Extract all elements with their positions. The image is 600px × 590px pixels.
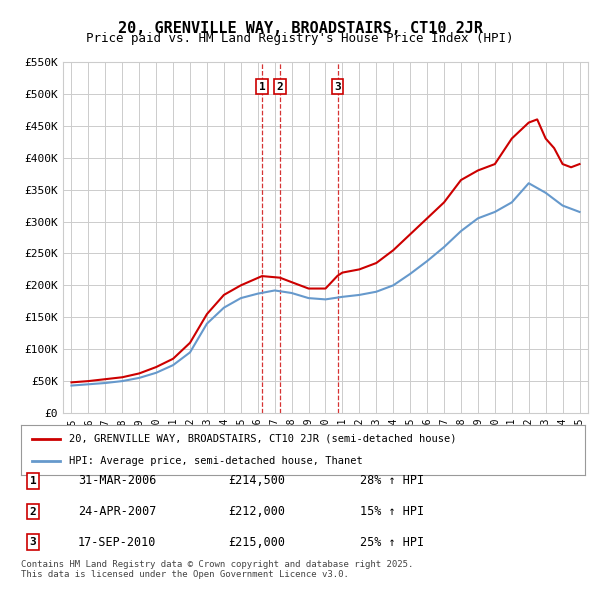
Text: 3: 3 bbox=[29, 537, 37, 547]
Text: 1: 1 bbox=[259, 81, 265, 91]
Text: £212,000: £212,000 bbox=[228, 505, 285, 518]
Text: 28% ↑ HPI: 28% ↑ HPI bbox=[360, 474, 424, 487]
Text: 3: 3 bbox=[334, 81, 341, 91]
Text: 24-APR-2007: 24-APR-2007 bbox=[78, 505, 157, 518]
Text: 2: 2 bbox=[277, 81, 283, 91]
Text: 17-SEP-2010: 17-SEP-2010 bbox=[78, 536, 157, 549]
Text: 1: 1 bbox=[29, 476, 37, 486]
Text: 25% ↑ HPI: 25% ↑ HPI bbox=[360, 536, 424, 549]
Text: 20, GRENVILLE WAY, BROADSTAIRS, CT10 2JR: 20, GRENVILLE WAY, BROADSTAIRS, CT10 2JR bbox=[118, 21, 482, 35]
Text: 31-MAR-2006: 31-MAR-2006 bbox=[78, 474, 157, 487]
Text: Price paid vs. HM Land Registry's House Price Index (HPI): Price paid vs. HM Land Registry's House … bbox=[86, 32, 514, 45]
Text: £214,500: £214,500 bbox=[228, 474, 285, 487]
Text: 20, GRENVILLE WAY, BROADSTAIRS, CT10 2JR (semi-detached house): 20, GRENVILLE WAY, BROADSTAIRS, CT10 2JR… bbox=[69, 434, 457, 444]
Text: 15% ↑ HPI: 15% ↑ HPI bbox=[360, 505, 424, 518]
Text: 2: 2 bbox=[29, 507, 37, 516]
Text: Contains HM Land Registry data © Crown copyright and database right 2025.
This d: Contains HM Land Registry data © Crown c… bbox=[21, 560, 413, 579]
Text: HPI: Average price, semi-detached house, Thanet: HPI: Average price, semi-detached house,… bbox=[69, 456, 362, 466]
Text: £215,000: £215,000 bbox=[228, 536, 285, 549]
